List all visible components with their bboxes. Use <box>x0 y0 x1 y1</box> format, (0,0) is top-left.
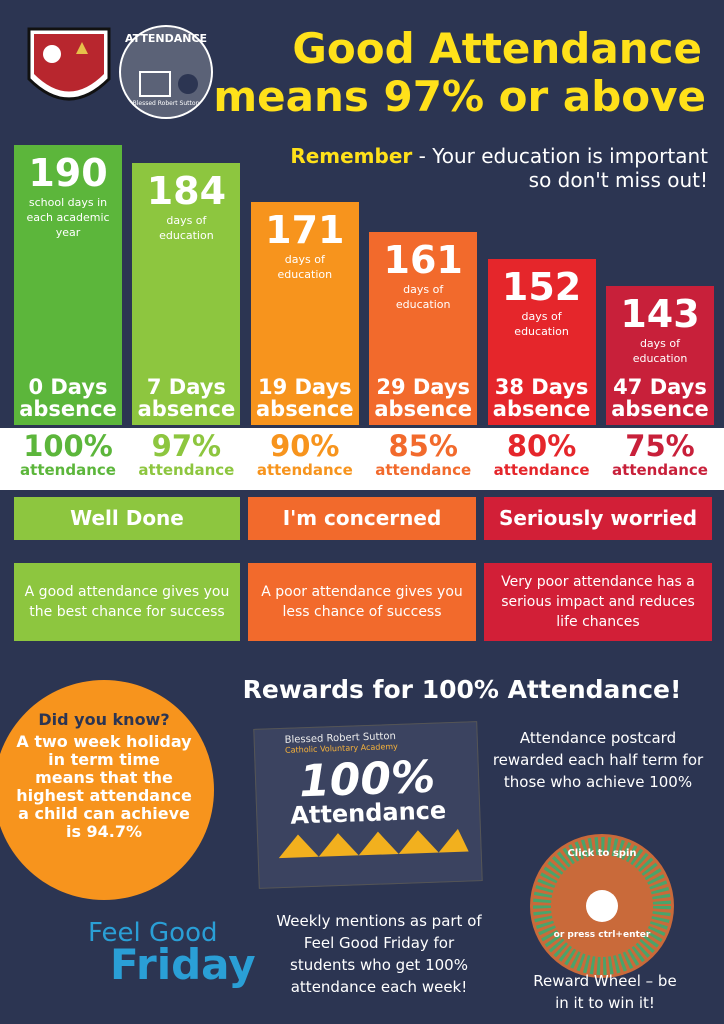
friday-line-2: Friday <box>110 940 256 989</box>
absence-days: 38 Days <box>494 375 589 399</box>
bar-days: 143 <box>620 292 700 336</box>
attendance: 80% attendance <box>483 430 601 478</box>
attendance-label: attendance <box>375 461 472 479</box>
postcard-description: Attendance postcard rewarded each half t… <box>492 729 704 791</box>
rewards-title: Rewards for 100% Attendance! <box>242 675 682 704</box>
bar-caption: days of education <box>159 214 214 242</box>
attendance-percent: 80% <box>506 429 577 463</box>
bar: 190 school days in each academic year 0 Da… <box>14 145 122 425</box>
reminder-line-2: so don't miss out! <box>528 168 708 192</box>
bar-days: 161 <box>383 238 463 282</box>
bar-days: 190 <box>28 151 108 195</box>
attendance-logo <box>119 25 213 119</box>
friday-description: Weekly mentions as part of Feel Good Fri… <box>276 912 482 996</box>
attendance: 90% attendance <box>246 430 364 478</box>
reminder-highlight: Remember <box>290 144 413 168</box>
bar-caption: school days in each academic year <box>26 196 110 239</box>
absence-label: absence <box>137 397 236 421</box>
reminder: Remember - Your education is important s… <box>208 144 708 192</box>
attendance-label: attendance <box>256 461 353 479</box>
message-text: A good attendance gives you the best cha… <box>14 563 240 641</box>
wheel-bottom: or press ctrl+enter <box>553 930 651 940</box>
bar-caption: days of education <box>632 337 688 365</box>
title-line-2: means 97% or above <box>213 72 706 121</box>
title-line-1: Good Attendance <box>292 24 702 73</box>
logo-subtext: Blessed Robert Sutton <box>132 100 200 107</box>
friday-line-1: Feel Good <box>88 918 218 948</box>
did-you-know-text: A two week holiday in term time means th… <box>16 732 192 841</box>
attendance: 85% attendance <box>364 430 482 478</box>
wheel-top: Click to spin <box>567 848 637 859</box>
attendance-percent: 90% <box>270 429 340 463</box>
message-text: A poor attendance gives you less chance … <box>248 563 476 641</box>
reminder-line-1: - Your education is important <box>418 144 708 168</box>
bar: 161 days of education 29 Days absence <box>369 232 478 425</box>
stars <box>278 828 469 859</box>
bar: 143 days of education 47 Days absence <box>606 286 714 425</box>
bar: 152 days of education 38 Days absence <box>487 259 596 425</box>
reward-wheel[interactable] <box>528 832 676 980</box>
absence-label: absence <box>492 397 591 421</box>
bar-caption: days of education <box>514 310 569 338</box>
attendance-label: attendance <box>138 461 235 479</box>
attendance-percent: 100% <box>23 429 113 463</box>
message-heading: Seriously worried <box>484 497 712 540</box>
attendance-label: attendance <box>612 461 708 479</box>
wheel-caption: Reward Wheel – be in it to win it! <box>533 972 677 1012</box>
absence-days: 7 Days <box>146 375 226 399</box>
absence-days: 0 Days <box>28 375 108 399</box>
attendance: 97% attendance <box>127 430 245 478</box>
attendance-percent: 97% <box>151 429 222 463</box>
bar-days: 184 <box>146 169 227 213</box>
bar: 171 days of education 19 Days absence <box>250 202 359 425</box>
message-heading: Well Done <box>14 497 240 540</box>
bar-caption: days of education <box>277 253 333 281</box>
absence-label: absence <box>374 397 472 421</box>
bar-caption: days of education <box>395 283 451 311</box>
attendance-label: attendance <box>493 461 590 479</box>
did-you-know: Did you know? A two week holiday in term… <box>0 680 214 900</box>
attendance: 100% attendance <box>9 430 127 478</box>
absence-label: absence <box>19 397 117 421</box>
absence-label: absence <box>611 397 709 421</box>
bar-days: 171 <box>265 208 345 252</box>
absence-days: 19 Days <box>257 375 352 399</box>
absence-days: 29 Days <box>376 375 471 399</box>
did-you-know-heading: Did you know? <box>38 710 170 729</box>
bar-days: 152 <box>501 265 582 309</box>
message-text: Very poor attendance has a serious impac… <box>484 563 712 641</box>
message-heading: I'm concerned <box>248 497 476 540</box>
attendance-percent: 75% <box>625 429 695 463</box>
school-crest <box>27 27 111 101</box>
absence-label: absence <box>256 397 354 421</box>
attendance-percent: 85% <box>388 429 458 463</box>
attendance-strip <box>0 428 724 490</box>
logo-text: ATTENDANCE <box>124 32 208 45</box>
bar: 184 days of education 7 Days absence <box>132 163 241 425</box>
attendance: 75% attendance <box>601 430 719 478</box>
postcard: Blessed Robert Sutton Catholic Voluntary… <box>253 721 483 889</box>
absence-days: 47 Days <box>613 375 707 399</box>
attendance-label: attendance <box>20 461 116 479</box>
